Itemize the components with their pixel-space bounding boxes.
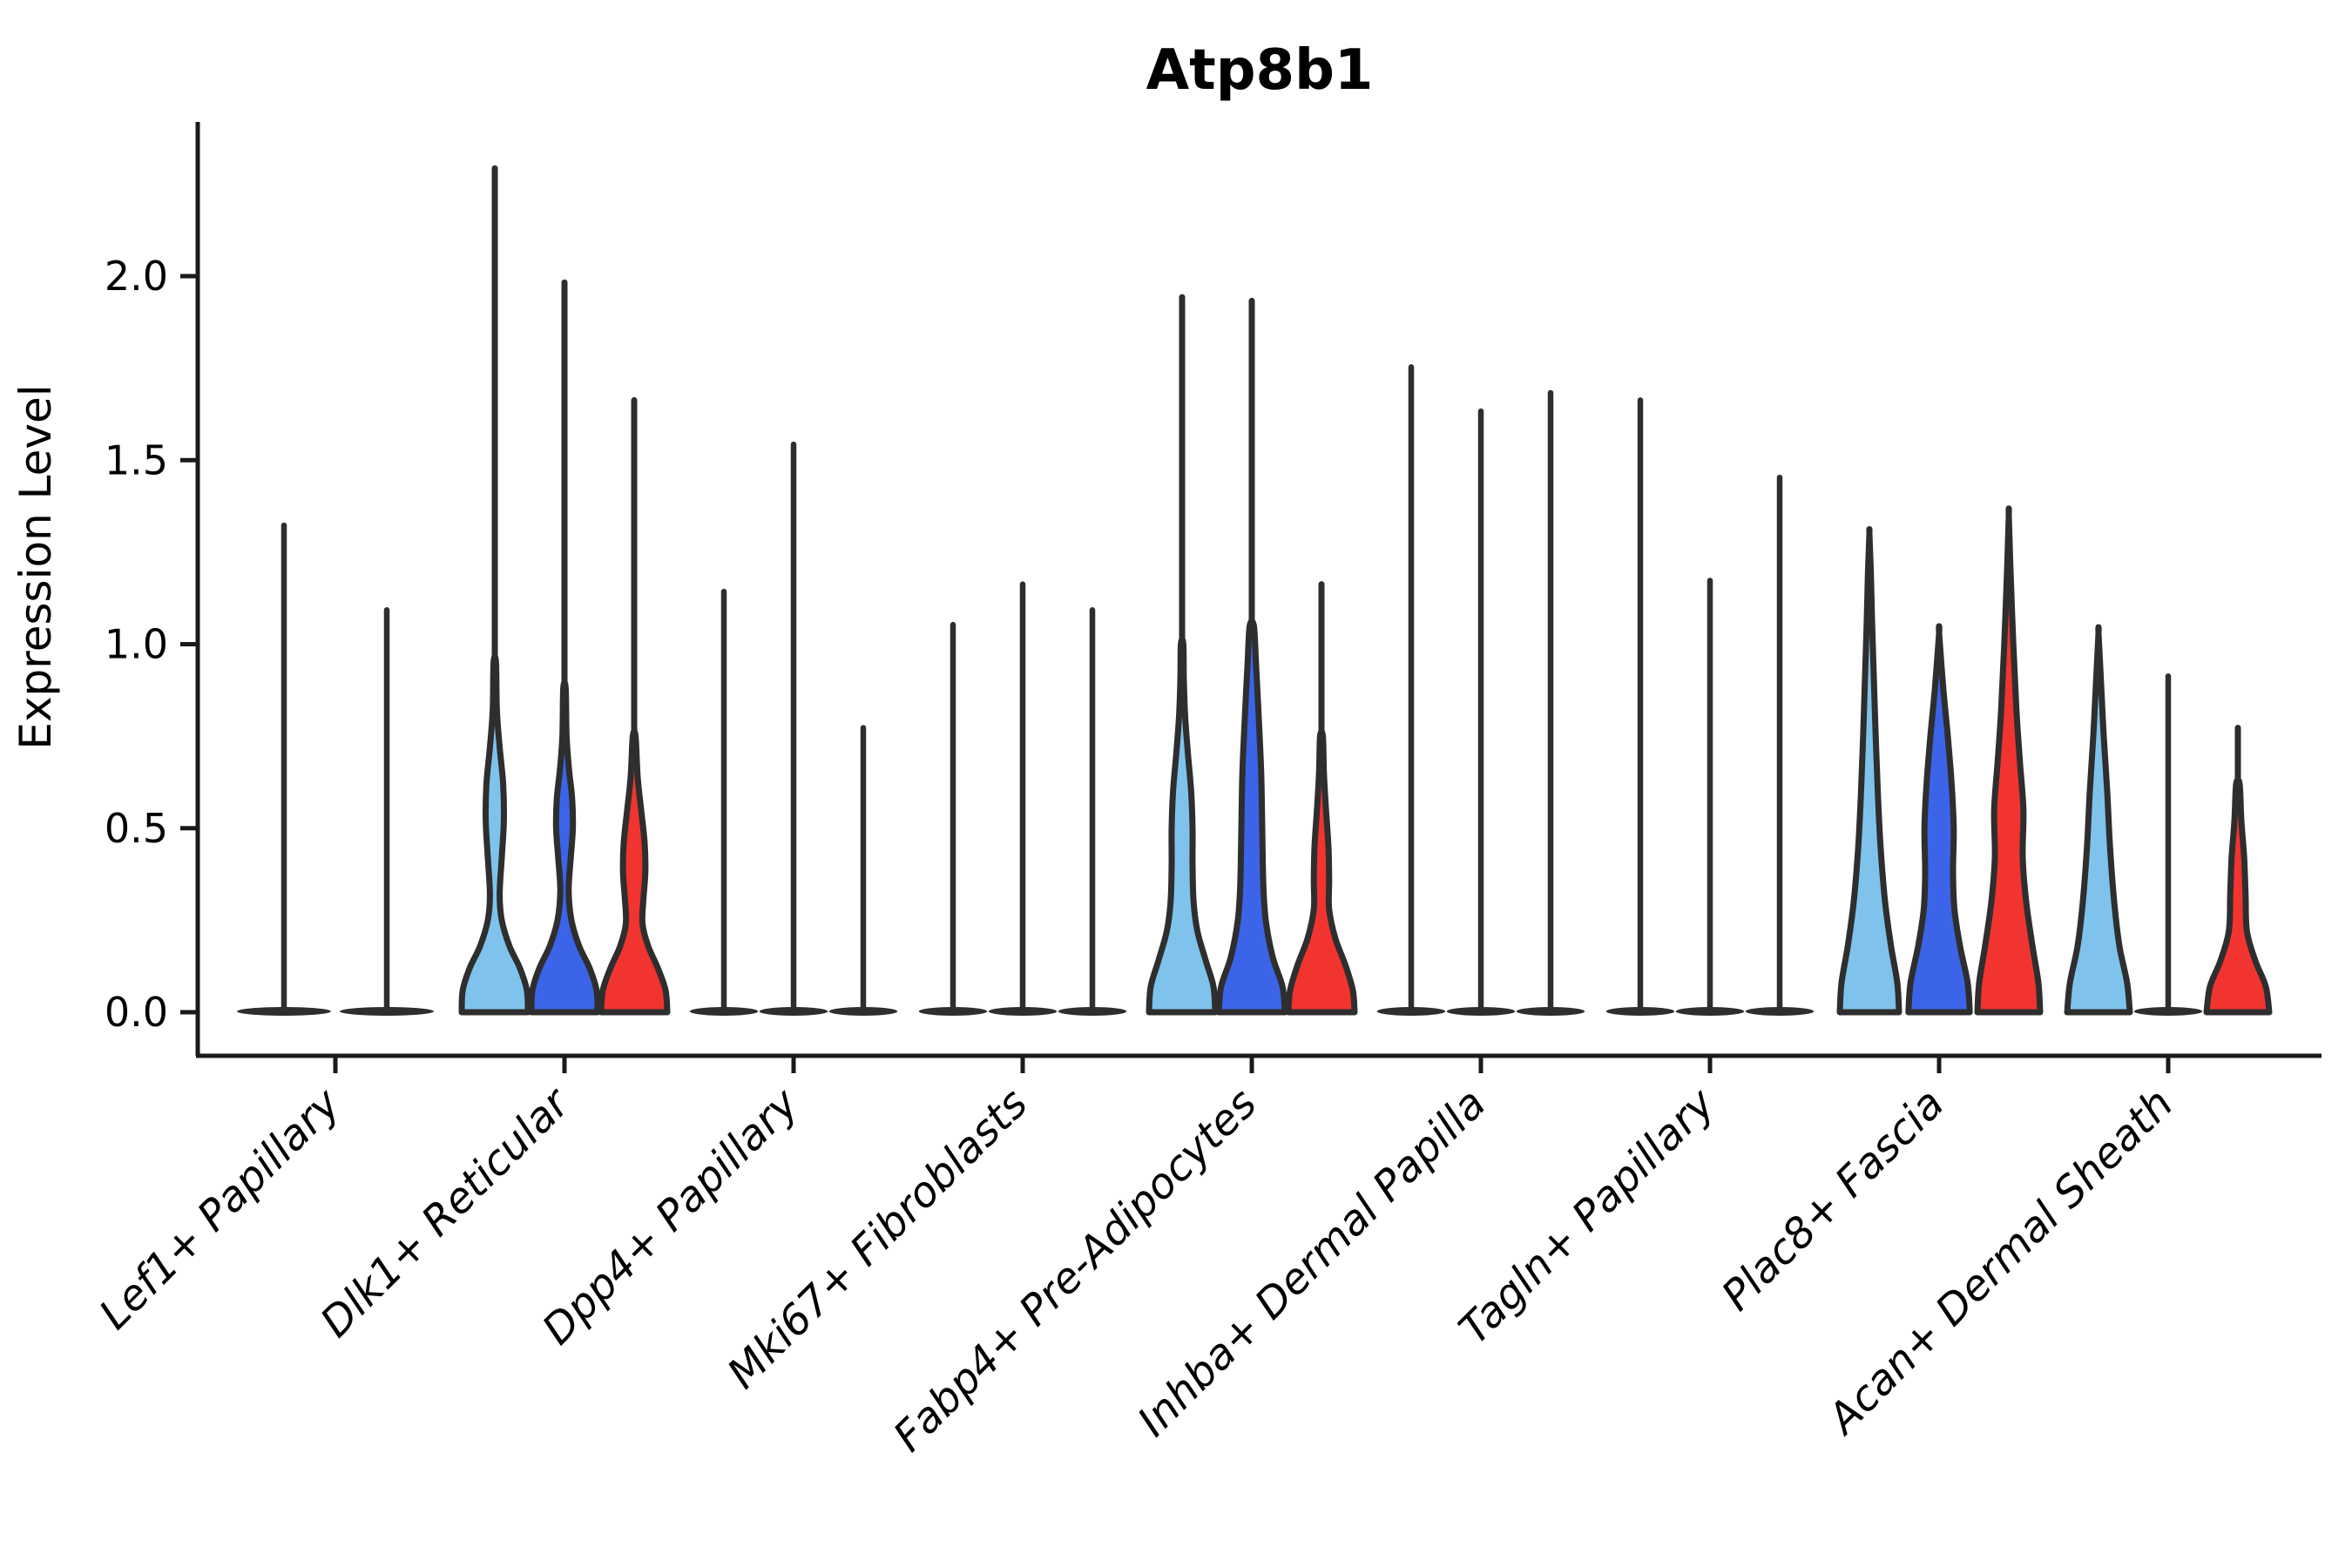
violins-layer	[237, 165, 2273, 1016]
violin-body	[458, 653, 531, 1016]
x-tick-label: Lef1+ Papillary	[90, 1078, 350, 1339]
violin-group	[1605, 397, 1815, 1016]
violin-body	[528, 679, 601, 1016]
y-tick-label: 2.0	[105, 253, 168, 300]
violin-group	[2064, 624, 2273, 1016]
y-axis-label: Expression Level	[10, 384, 61, 749]
violin-body	[1285, 728, 1358, 1016]
violin-body	[1215, 618, 1288, 1016]
violin-group	[1836, 505, 2044, 1016]
x-tick-label: Dpp4+ Papillary	[533, 1078, 808, 1354]
violin-group	[689, 441, 898, 1016]
violin-body	[1836, 525, 1903, 1016]
x-tick-label: Plac8+ Fascia	[1713, 1079, 1954, 1321]
violin-group	[237, 522, 434, 1016]
violin-group	[458, 165, 671, 1016]
x-tick-label: Fabp4+ Pre-Adipocytes	[884, 1079, 1267, 1462]
chart-title: Atp8b1	[1146, 38, 1374, 103]
y-tick-label: 0.5	[105, 805, 168, 852]
y-tick-label: 1.0	[105, 621, 168, 668]
violin-body	[2064, 624, 2133, 1016]
violin-group	[1146, 294, 1358, 1016]
y-tick-labels: 0.0 0.5 1.0 1.5 2.0	[105, 253, 198, 1036]
violin-body	[598, 727, 671, 1016]
violin-body	[1905, 623, 1973, 1016]
violin-group	[918, 581, 1127, 1016]
violin-body	[1146, 636, 1219, 1016]
violin-group	[1376, 364, 1585, 1016]
y-tick-label: 0.0	[105, 989, 168, 1036]
x-tick-label: Tagln+ Papillary	[1450, 1078, 1725, 1354]
x-tick-label: Dlk1+ Reticular	[311, 1078, 581, 1348]
violin-body	[1974, 505, 2044, 1016]
violin-body	[2203, 776, 2273, 1016]
y-tick-label: 1.5	[105, 436, 168, 483]
